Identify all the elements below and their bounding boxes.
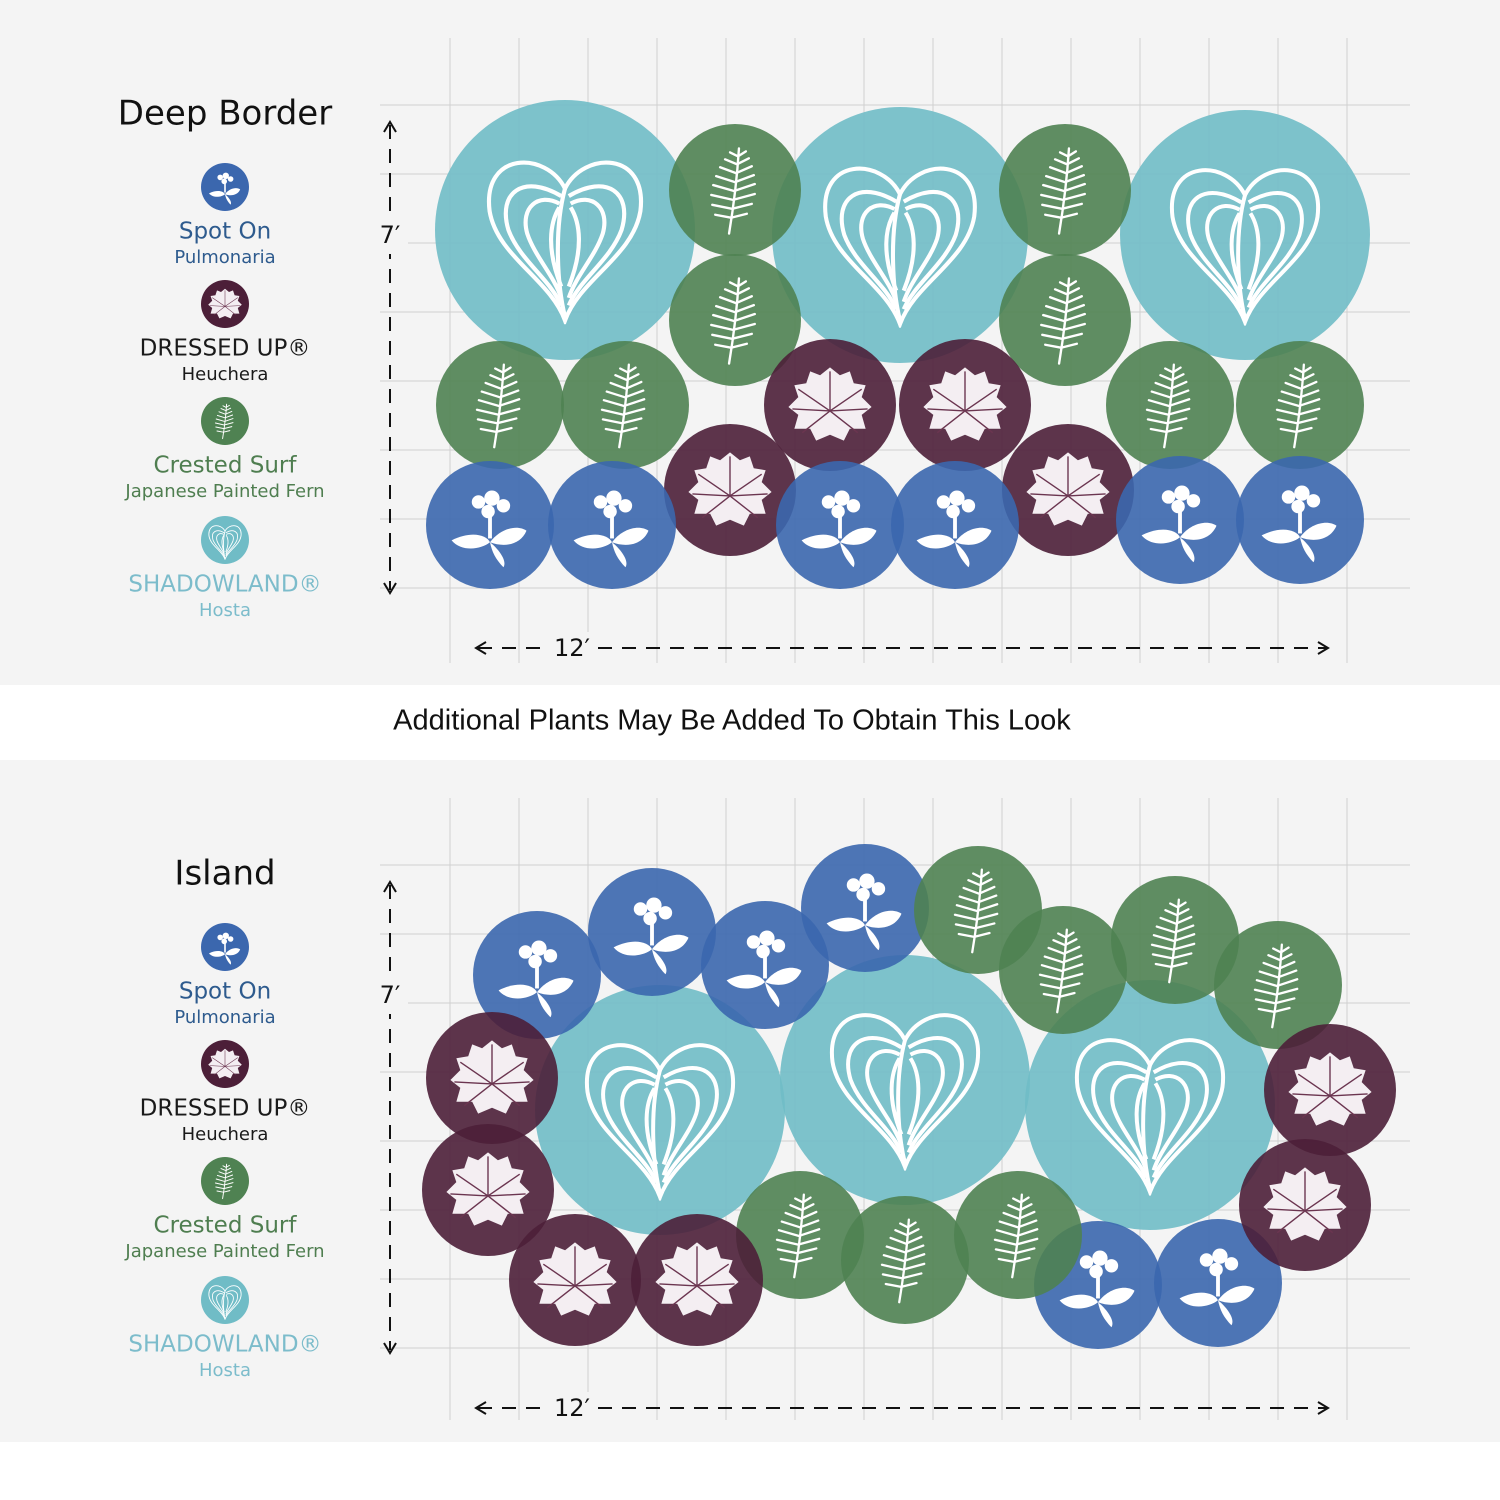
label-bg xyxy=(372,218,408,254)
legend-species: Hosta xyxy=(199,600,251,621)
plant-fern xyxy=(1214,921,1342,1049)
plant-circle xyxy=(1025,980,1275,1230)
legend-entry: SHADOWLAND®Hosta xyxy=(128,516,322,621)
plant-pulm xyxy=(701,901,829,1029)
plant-hosta xyxy=(772,107,1028,363)
legend-species: Heuchera xyxy=(182,364,269,385)
plant-pulm xyxy=(426,461,554,589)
legend-swatch xyxy=(201,1276,249,1324)
width-label: 12′ xyxy=(554,1394,590,1422)
plant-pulm xyxy=(1116,456,1244,584)
legend-entry: DRESSED UP®Heuchera xyxy=(140,280,311,385)
legend-name: SHADOWLAND® xyxy=(128,1332,321,1358)
plant-fern xyxy=(736,1171,864,1299)
banner-text: Additional Plants May Be Added To Obtain… xyxy=(393,705,1071,737)
plant-circle xyxy=(1120,110,1370,360)
plant-heu xyxy=(422,1124,554,1256)
legend-species: Heuchera xyxy=(182,1124,269,1145)
plant-circle xyxy=(535,985,785,1235)
plant-hosta xyxy=(435,100,695,360)
label-bg xyxy=(372,978,408,1014)
legend-species: Pulmonaria xyxy=(174,1007,275,1028)
legend-entry: DRESSED UP®Heuchera xyxy=(140,1040,311,1145)
legend-species: Japanese Painted Fern xyxy=(124,1241,324,1262)
plant-fern xyxy=(999,906,1127,1034)
plant-heu xyxy=(1239,1139,1371,1271)
dimension xyxy=(383,120,1330,655)
plant-fern xyxy=(561,341,689,469)
plant-pulm xyxy=(473,911,601,1039)
legend-species: Japanese Painted Fern xyxy=(124,481,324,502)
panel-title: Deep Border xyxy=(118,94,332,134)
legend-name: Spot On xyxy=(179,219,271,245)
plant-pulm xyxy=(588,868,716,996)
label-bg xyxy=(548,1392,596,1424)
plant-pulm xyxy=(776,461,904,589)
plant-hosta xyxy=(535,985,785,1235)
plant-heu xyxy=(764,339,896,471)
legend-name: Crested Surf xyxy=(154,453,298,479)
arrow-head xyxy=(383,880,397,1355)
plant-heu xyxy=(1002,424,1134,556)
plant-pulm xyxy=(801,844,929,972)
plant-heu xyxy=(899,339,1031,471)
legend-name: Spot On xyxy=(179,979,271,1005)
plant-heu xyxy=(664,424,796,556)
plant-fern xyxy=(669,124,801,256)
plant-circle xyxy=(772,107,1028,363)
legend-name: SHADOWLAND® xyxy=(128,572,321,598)
plant-pulm xyxy=(1154,1219,1282,1347)
width-label: 12′ xyxy=(554,634,590,662)
plant-pulm xyxy=(1236,456,1364,584)
legend-swatch xyxy=(201,516,249,564)
plant-heu xyxy=(426,1012,558,1144)
panel-title: Island xyxy=(174,854,275,894)
plant-fern xyxy=(669,254,801,386)
plant-fern xyxy=(999,254,1131,386)
legend-species: Pulmonaria xyxy=(174,247,275,268)
plant-hosta xyxy=(1120,110,1370,360)
legend-name: DRESSED UP® xyxy=(140,336,311,362)
plant-heu xyxy=(1264,1024,1396,1156)
height-label: 7′ xyxy=(380,981,401,1009)
plant-pulm xyxy=(891,461,1019,589)
arrow-head xyxy=(383,120,397,595)
plant-fern xyxy=(1106,341,1234,469)
height-label: 7′ xyxy=(380,221,401,249)
plant-heu xyxy=(509,1214,641,1346)
plant-circle xyxy=(435,100,695,360)
plant-fern xyxy=(954,1171,1082,1299)
plant-fern xyxy=(841,1196,969,1324)
plant-fern xyxy=(436,341,564,469)
plant-fern xyxy=(999,124,1131,256)
plant-circle xyxy=(780,955,1030,1205)
plant-pulm xyxy=(548,461,676,589)
dimension xyxy=(383,880,1330,1415)
legend-entry: SHADOWLAND®Hosta xyxy=(128,1276,322,1381)
legend-name: DRESSED UP® xyxy=(140,1096,311,1122)
plant-fern xyxy=(1111,876,1239,1004)
plant-fern xyxy=(1236,341,1364,469)
arrow-head xyxy=(474,1401,1330,1415)
plant-heu xyxy=(631,1214,763,1346)
plant-hosta xyxy=(1025,980,1275,1230)
legend-name: Crested Surf xyxy=(154,1213,298,1239)
label-bg xyxy=(548,632,596,664)
plant-hosta xyxy=(780,955,1030,1205)
arrow-head xyxy=(474,641,1330,655)
legend-species: Hosta xyxy=(199,1360,251,1381)
